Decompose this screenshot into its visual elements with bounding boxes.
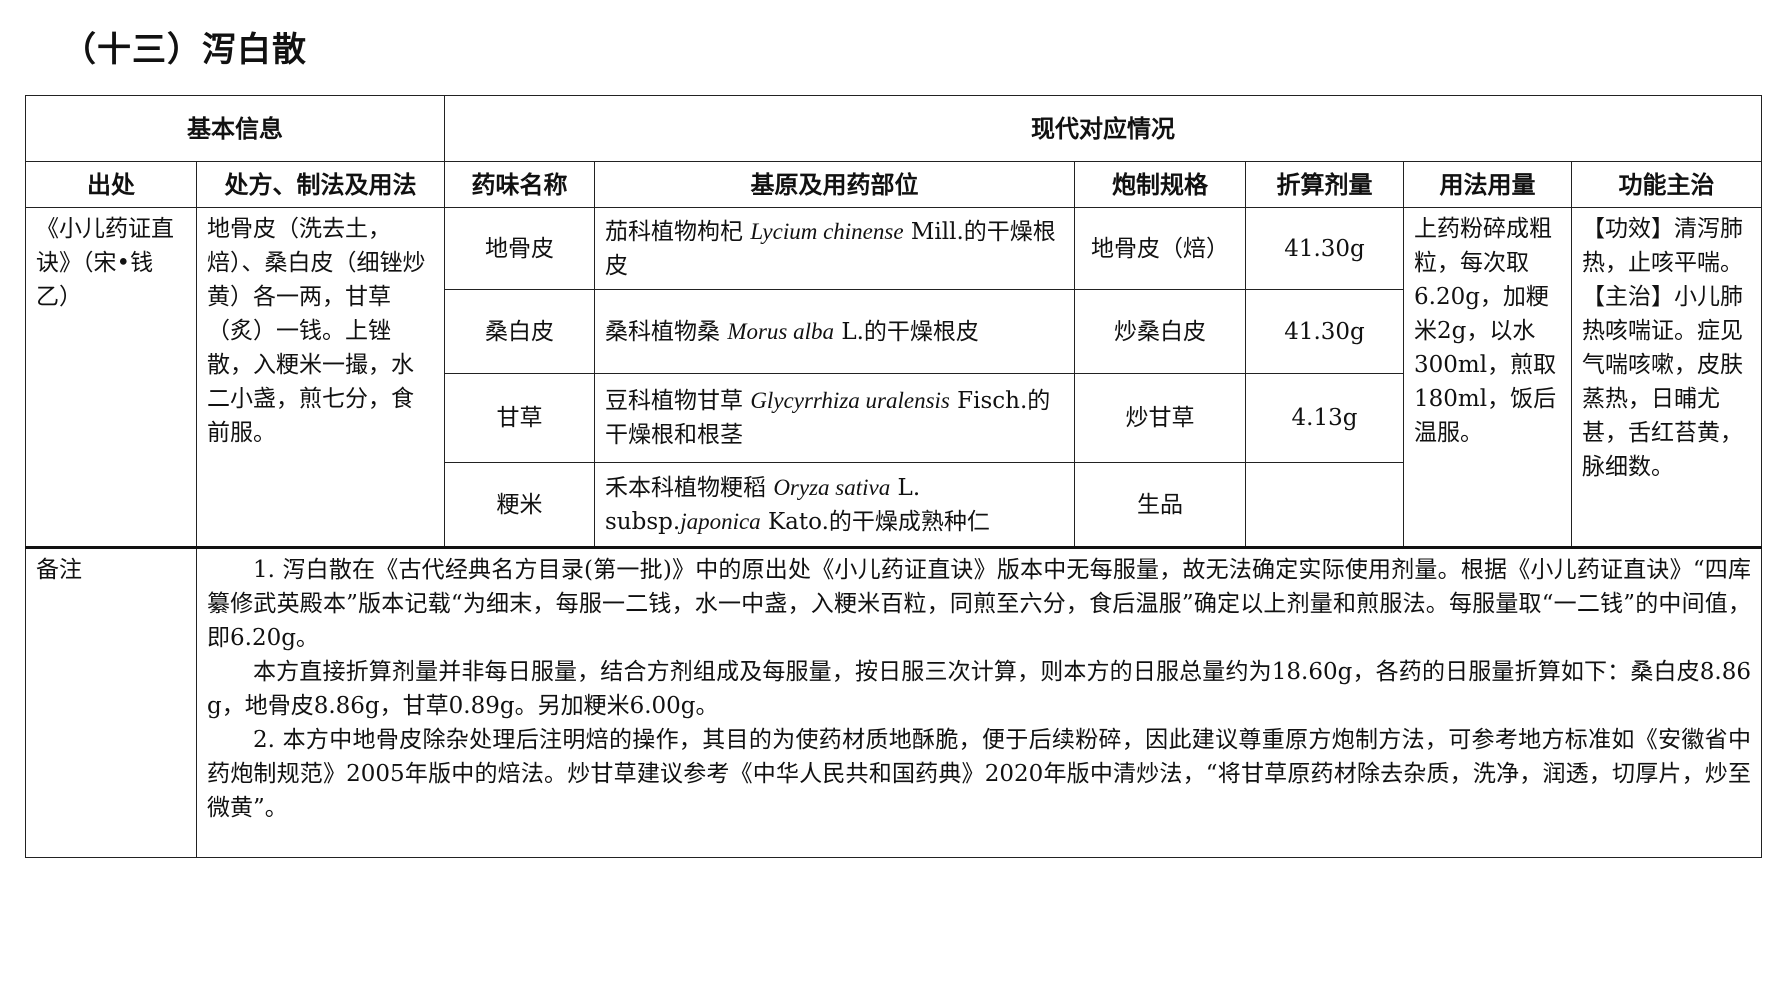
- notes-cell: 1. 泻白散在《古代经典名方目录(第一批)》中的原出处《小儿药证直诀》版本中无每…: [196, 547, 1762, 858]
- notes-label: 备注: [25, 547, 197, 858]
- origin-text: L. subsp.: [605, 474, 921, 535]
- table-row: 甘草 豆科植物甘草 Glycyrrhiza uralensis Fisch.的干…: [26, 373, 1762, 463]
- dose-cell: [1245, 462, 1404, 549]
- processing-cell: 生品: [1074, 462, 1246, 549]
- origin-cell: 桑科植物桑 Morus alba L.的干燥根皮: [594, 289, 1075, 374]
- origin-text: 禾本科植物粳稻: [605, 474, 774, 501]
- header-usage: 用法用量: [1403, 161, 1572, 208]
- dose-cell: 41.30g: [1245, 207, 1404, 290]
- latin-name: Lycium chinense: [750, 218, 904, 244]
- source-cell: 《小儿药证直诀》（宋•钱乙）: [25, 207, 197, 549]
- header-prescription: 处方、制法及用法: [196, 161, 445, 208]
- origin-cell: 禾本科植物粳稻 Oryza sativa L. subsp.japonica K…: [594, 462, 1075, 549]
- header-function: 功能主治: [1571, 161, 1762, 208]
- origin-text: Fisch.的干燥根和根茎: [605, 388, 1051, 448]
- origin-cell: 豆科植物甘草 Glycyrrhiza uralensis Fisch.的干燥根和…: [594, 373, 1075, 463]
- header-dose: 折算剂量: [1245, 161, 1404, 208]
- table-row: 桑白皮 桑科植物桑 Morus alba L.的干燥根皮 炒桑白皮 41.30g: [26, 289, 1762, 374]
- origin-text: 豆科植物甘草: [605, 388, 751, 414]
- herb-cell: 地骨皮: [444, 207, 595, 290]
- note-paragraph: 2. 本方中地骨皮除杂处理后注明焙的操作，其目的为使药材质地酥脆，便于后续粉碎，…: [207, 727, 1751, 821]
- page-title: （十三）泻白散: [62, 30, 307, 70]
- prescription-cell: 地骨皮（洗去土，焙）、桑白皮（细锉炒黄）各一两，甘草（炙）一钱。上锉散，入粳米一…: [196, 207, 445, 549]
- header-basic-info: 基本信息: [25, 95, 445, 162]
- latin-name: japonica: [680, 508, 761, 534]
- function-effect: 【功效】清泻肺热，止咳平喘。: [1582, 216, 1743, 276]
- origin-text: L.的干燥根皮: [834, 318, 979, 345]
- note-paragraph: 1. 泻白散在《古代经典名方目录(第一批)》中的原出处《小儿药证直诀》版本中无每…: [207, 557, 1751, 651]
- origin-text: 桑科植物桑: [605, 318, 728, 345]
- herb-cell: 粳米: [444, 462, 595, 549]
- herb-cell: 桑白皮: [444, 289, 595, 374]
- usage-cell: 上药粉碎成粗粒，每次取6.20g，加粳米2g，以水300ml，煎取180ml，饭…: [1403, 207, 1572, 549]
- function-indication: 【主治】小儿肺热咳喘证。症见气喘咳嗽，皮肤蒸热，日晡尤甚，舌红苔黄，脉细数。: [1582, 284, 1743, 480]
- dose-cell: 4.13g: [1245, 373, 1404, 463]
- dose-cell: 41.30g: [1245, 289, 1404, 374]
- header-source: 出处: [25, 161, 197, 208]
- processing-cell: 地骨皮（焙）: [1074, 207, 1246, 290]
- table-row: 粳米 禾本科植物粳稻 Oryza sativa L. subsp.japonic…: [26, 462, 1762, 549]
- origin-cell: 茄科植物枸杞 Lycium chinense Mill.的干燥根皮: [594, 207, 1075, 290]
- origin-text: 茄科植物枸杞: [605, 218, 751, 245]
- latin-name: Morus alba: [727, 318, 835, 344]
- formula-table: 基本信息 现代对应情况 出处 处方、制法及用法 药味名称 基原及用药部位 炮制规…: [25, 95, 1762, 858]
- origin-text: Kato.的干燥成熟种仁: [760, 508, 990, 535]
- notes-row: 备注 1. 泻白散在《古代经典名方目录(第一批)》中的原出处《小儿药证直诀》版本…: [25, 547, 1762, 858]
- header-origin: 基原及用药部位: [594, 161, 1075, 208]
- herb-cell: 甘草: [444, 373, 595, 463]
- processing-cell: 炒甘草: [1074, 373, 1246, 463]
- header-processing: 炮制规格: [1074, 161, 1246, 208]
- processing-cell: 炒桑白皮: [1074, 289, 1246, 374]
- latin-name: Glycyrrhiza uralensis: [750, 388, 950, 413]
- table-row: 《小儿药证直诀》（宋•钱乙） 地骨皮（洗去土，焙）、桑白皮（细锉炒黄）各一两，甘…: [25, 207, 1762, 549]
- origin-text: Mill.的干燥根皮: [605, 218, 1056, 279]
- function-cell: 【功效】清泻肺热，止咳平喘。【主治】小儿肺热咳喘证。症见气喘咳嗽，皮肤蒸热，日晡…: [1571, 207, 1762, 549]
- latin-name: Oryza sativa: [773, 474, 891, 500]
- note-paragraph: 本方直接折算剂量并非每日服量，结合方剂组成及每服量，按日服三次计算，则本方的日服…: [207, 659, 1751, 719]
- header-modern: 现代对应情况: [444, 95, 1762, 162]
- header-herb: 药味名称: [444, 161, 595, 208]
